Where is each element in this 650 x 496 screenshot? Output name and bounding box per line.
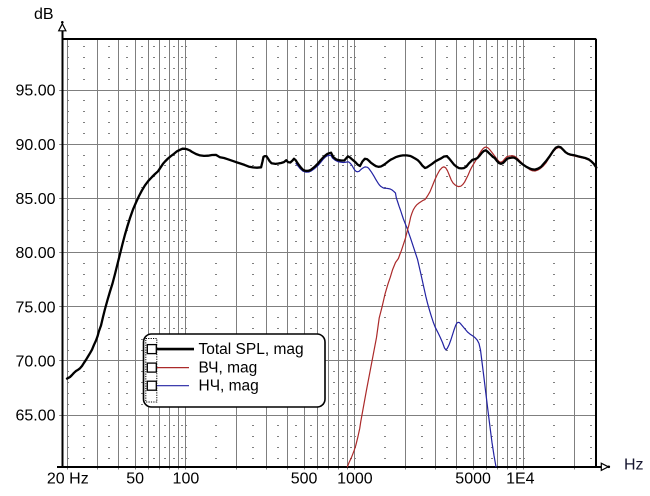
svg-text:50: 50 [126,471,144,488]
svg-text:85.00: 85.00 [15,191,55,208]
svg-text:80.00: 80.00 [15,245,55,262]
svg-text:1000: 1000 [337,471,373,488]
svg-text:Hz: Hz [624,457,644,474]
svg-text:Total SPL, mag: Total SPL, mag [199,341,304,358]
svg-text:75.00: 75.00 [15,299,55,316]
svg-text:65.00: 65.00 [15,408,55,425]
svg-text:95.00: 95.00 [15,83,55,100]
svg-text:90.00: 90.00 [15,137,55,154]
svg-text:НЧ, mag: НЧ, mag [199,378,259,395]
svg-text:5000: 5000 [455,471,491,488]
svg-text:1E4: 1E4 [506,471,535,488]
svg-text:20 Hz: 20 Hz [47,471,89,488]
svg-text:70.00: 70.00 [15,353,55,370]
svg-text:ВЧ, mag: ВЧ, mag [199,359,258,376]
svg-text:500: 500 [291,471,318,488]
svg-text:dB: dB [34,6,54,23]
svg-text:100: 100 [173,471,200,488]
